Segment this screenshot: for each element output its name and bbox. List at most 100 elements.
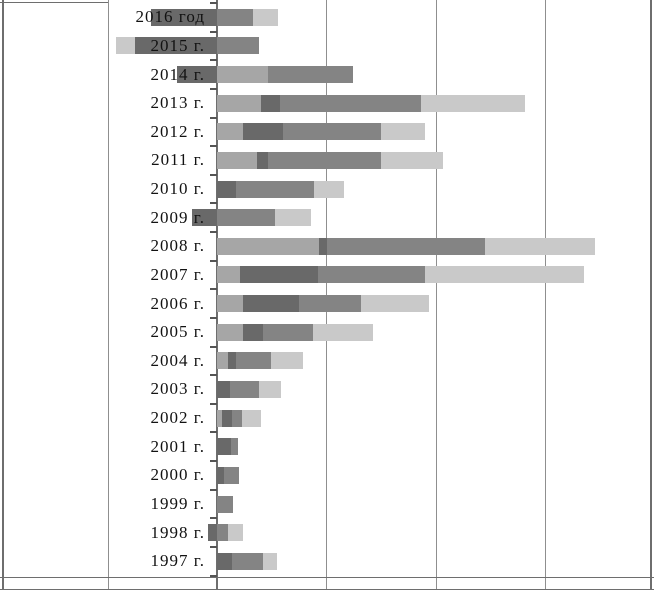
- bar-segment-series-2: [217, 380, 231, 398]
- bar-segment-series-1: [217, 323, 244, 341]
- x-axis-line: [0, 577, 654, 578]
- bar-segment-series-3: [217, 8, 254, 26]
- category-label: 1999 г.: [150, 494, 205, 513]
- bar-segment-series-4: [421, 94, 526, 112]
- y-axis-tick: [210, 545, 217, 548]
- y-axis-tick: [210, 431, 217, 434]
- y-axis-tick: [210, 2, 217, 4]
- y-axis-tick: [210, 488, 217, 491]
- category-label: 2005 г.: [150, 322, 205, 342]
- chart-right-border: [650, 0, 652, 590]
- y-axis-tick: [210, 288, 217, 291]
- bar-segment-series-2: [257, 151, 269, 169]
- y-axis-tick: [210, 116, 217, 119]
- bar-segment-series-3: [217, 37, 259, 55]
- category-label: 2007 г.: [150, 264, 205, 284]
- bar-segment-series-4: [116, 37, 136, 55]
- category-label: 1997 г.: [150, 551, 205, 571]
- vertical-gridline: [326, 0, 328, 590]
- bar-segment-series-3: [282, 123, 381, 141]
- category-label: 2001 г.: [150, 436, 205, 456]
- bar-segment-series-3: [280, 94, 422, 112]
- y-axis-tick: [210, 574, 217, 577]
- bar-segment-series-4: [484, 237, 596, 255]
- bar-segment-series-2: [243, 295, 299, 313]
- bar-segment-series-1: [217, 352, 228, 370]
- label-column-top-border: [0, 2, 108, 3]
- category-label: 2016 год: [135, 7, 205, 27]
- bar-segment-series-4: [274, 209, 311, 227]
- category-label: 2008 г.: [150, 236, 205, 256]
- bar-segment-series-1: [217, 94, 261, 112]
- bar-segment-series-2: [243, 123, 283, 141]
- vertical-gridline: [107, 0, 109, 590]
- y-axis-tick: [210, 30, 217, 33]
- bar-segment-series-2: [191, 209, 217, 227]
- bar-segment-series-3: [232, 552, 263, 570]
- y-axis-tick: [210, 374, 217, 377]
- bar-segment-series-2: [217, 438, 232, 456]
- bar-segment-series-4: [242, 409, 261, 427]
- bar-segment-series-2: [260, 94, 281, 112]
- bar-segment-series-3: [230, 380, 259, 398]
- category-label: 1998 г.: [150, 522, 205, 542]
- y-axis-zero-line: [216, 0, 218, 590]
- bar-segment-series-2: [227, 352, 236, 370]
- bar-segment-series-4: [361, 295, 430, 313]
- y-axis-tick: [210, 59, 217, 62]
- category-label: 2006 г.: [150, 293, 205, 313]
- bar-segment-series-4: [253, 8, 279, 26]
- bar-segment-series-4: [258, 380, 282, 398]
- chart-bottom-border: [0, 589, 654, 590]
- bar-segment-series-3: [223, 466, 239, 484]
- bar-segment-series-2: [208, 524, 217, 542]
- y-axis-tick: [210, 87, 217, 90]
- bar-segment-series-1: [217, 295, 244, 313]
- bar-segment-series-2: [176, 66, 217, 84]
- category-label: 2010 г.: [150, 179, 205, 199]
- bar-segment-series-4: [380, 151, 444, 169]
- bar-segment-series-3: [217, 495, 234, 513]
- category-label: 2011 г.: [151, 150, 205, 170]
- bar-segment-series-2: [243, 323, 263, 341]
- y-axis-tick: [210, 231, 217, 234]
- bar-segment-series-4: [380, 123, 425, 141]
- bar-segment-series-3: [268, 151, 381, 169]
- category-label: 2003 г.: [150, 379, 205, 399]
- category-label: 2009 г.: [150, 207, 205, 227]
- chart-left-border: [2, 0, 4, 590]
- category-label: 2004 г.: [150, 350, 205, 370]
- y-axis-tick: [210, 517, 217, 520]
- y-axis-tick: [210, 460, 217, 463]
- bar-segment-series-1: [217, 66, 269, 84]
- bar-segment-series-3: [268, 66, 353, 84]
- bar-segment-series-1: [217, 151, 258, 169]
- y-axis-tick: [210, 202, 217, 205]
- bar-segment-series-4: [314, 180, 344, 198]
- bar-segment-series-1: [217, 237, 319, 255]
- bar-segment-series-3: [298, 295, 362, 313]
- y-axis-tick: [210, 402, 217, 405]
- y-axis-tick: [210, 345, 217, 348]
- category-label: 2000 г.: [150, 465, 205, 485]
- bar-segment-series-2: [217, 552, 233, 570]
- bar-segment-series-1: [217, 266, 240, 284]
- bar-segment-series-3: [317, 266, 425, 284]
- bar-segment-series-2: [135, 37, 217, 55]
- bar-segment-series-2: [318, 237, 328, 255]
- category-label: 2012 г.: [150, 121, 205, 141]
- bar-segment-series-3: [262, 323, 314, 341]
- bar-segment-series-4: [270, 352, 304, 370]
- category-label: 2015 г.: [150, 35, 205, 55]
- bar-segment-series-1: [217, 123, 244, 141]
- bar-segment-series-4: [424, 266, 585, 284]
- bar-segment-series-4: [227, 524, 244, 542]
- bar-segment-series-4: [262, 552, 278, 570]
- y-axis-tick: [210, 145, 217, 148]
- bar-segment-series-2: [217, 466, 224, 484]
- y-axis-tick: [210, 316, 217, 319]
- bar-segment-series-3: [217, 209, 275, 227]
- vertical-gridline: [544, 0, 546, 590]
- bar-segment-series-3: [231, 438, 238, 456]
